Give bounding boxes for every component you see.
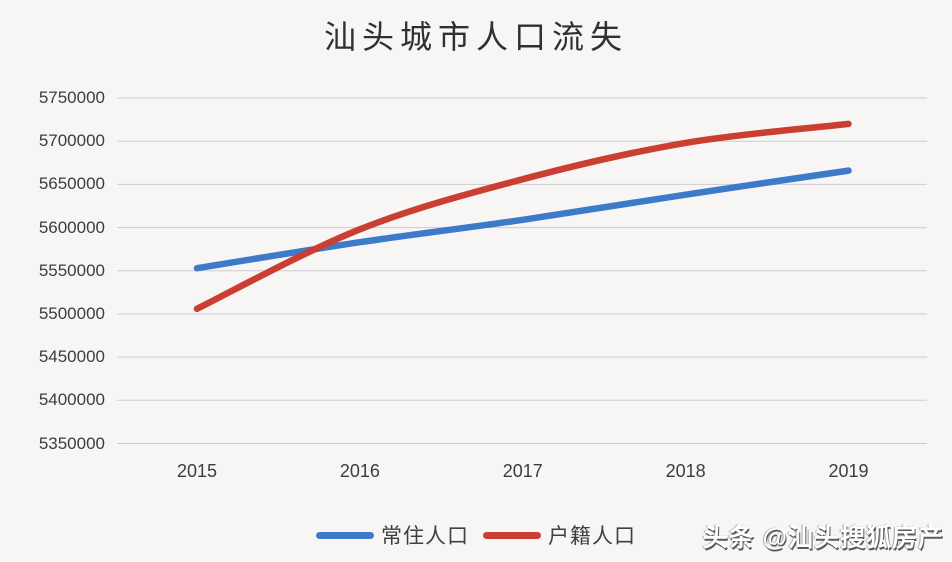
y-axis-tick-label: 5600000 xyxy=(38,217,105,237)
legend-line-swatch xyxy=(316,531,374,539)
legend-line-swatch xyxy=(483,531,541,539)
x-axis-tick-label: 2018 xyxy=(665,461,706,481)
x-axis-tick-label: 2016 xyxy=(339,461,380,481)
y-axis-tick-label: 5400000 xyxy=(38,390,105,410)
series-line-户籍人口 xyxy=(193,120,852,313)
watermark: 头条 @汕头搜狐房产 xyxy=(702,524,944,552)
legend-item: 户籍人口 xyxy=(483,520,636,550)
y-axis-tick-label: 5550000 xyxy=(38,260,105,280)
legend-label: 常住人口 xyxy=(381,525,469,548)
chart-title: 汕头城市人口流失 xyxy=(323,19,628,55)
legend-label: 户籍人口 xyxy=(548,525,636,548)
legend-item: 常住人口 xyxy=(316,520,469,550)
y-axis-tick-label: 5750000 xyxy=(38,88,105,107)
chart-legend: 常住人口 户籍人口 xyxy=(0,520,952,550)
y-axis-tick-label: 5700000 xyxy=(38,131,105,151)
y-axis-tick-label: 5500000 xyxy=(38,303,105,323)
y-axis-tick-label: 5350000 xyxy=(38,433,105,453)
x-axis-tick-label: 2015 xyxy=(176,461,218,481)
y-axis-tick-label: 5650000 xyxy=(38,174,105,194)
x-axis-tick-label: 2019 xyxy=(828,461,869,481)
x-axis-tick-label: 2017 xyxy=(502,461,543,481)
series-line-常住人口 xyxy=(193,167,852,272)
y-axis-tick-label: 5450000 xyxy=(38,347,105,367)
